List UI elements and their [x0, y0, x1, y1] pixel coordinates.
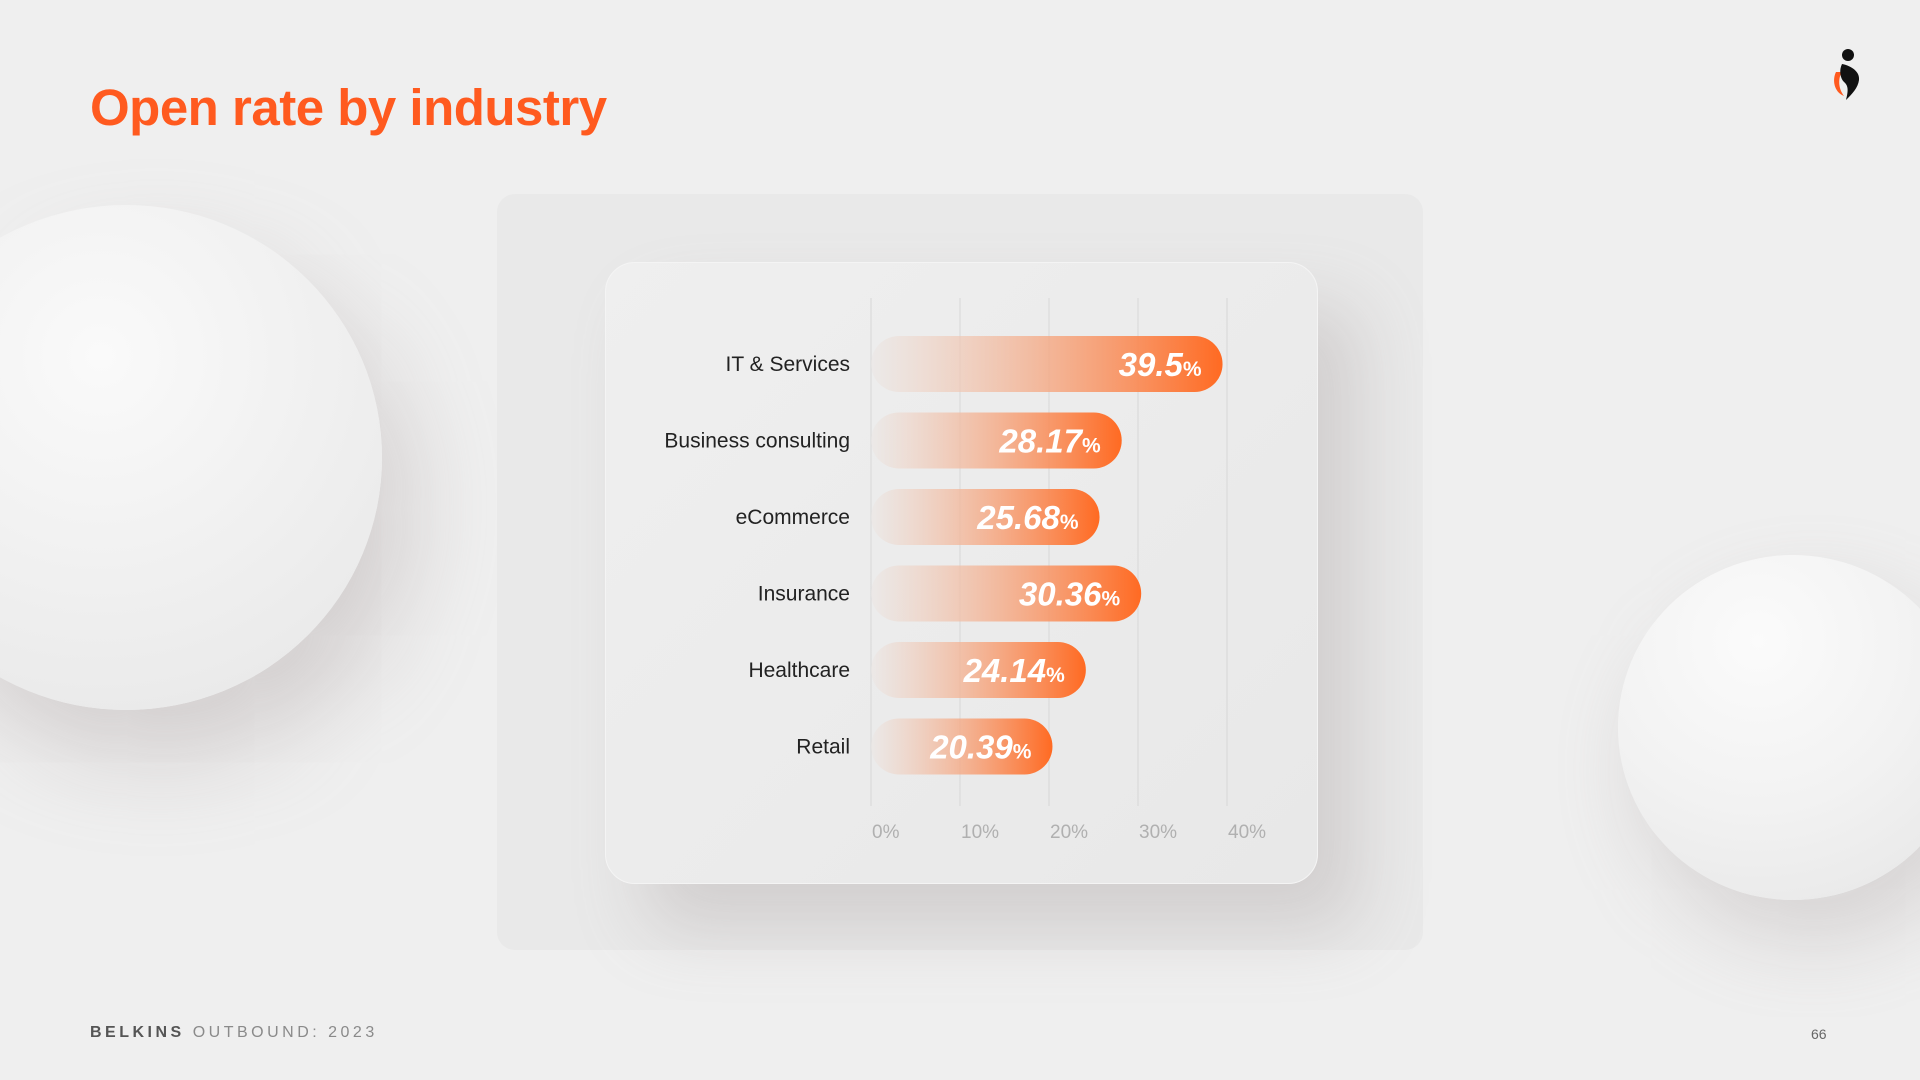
category-label: Retail [796, 736, 850, 759]
bar [871, 412, 1122, 469]
x-tick-label: 40% [1228, 822, 1266, 843]
x-tick-label: 0% [872, 822, 900, 843]
bar-group: 28.17% [871, 412, 1122, 469]
page-title: Open rate by industry [90, 79, 607, 136]
footer-brand-name: BELKINS [90, 1024, 185, 1041]
x-tick-label: 10% [961, 822, 999, 843]
bar-group: 30.36% [871, 565, 1142, 622]
bar-value-label: 24.14% [963, 652, 1066, 689]
bar-group: 39.5% [871, 336, 1223, 392]
category-label: IT & Services [726, 353, 850, 376]
category-label: Healthcare [748, 659, 850, 682]
bar [871, 336, 1223, 392]
page-number: 66 [1811, 1026, 1827, 1042]
footer-brand: BELKINS OUTBOUND: 2023 [90, 1024, 378, 1042]
belkins-logo-icon [1834, 49, 1860, 100]
decorative-sphere-right [1618, 555, 1920, 900]
bar-group: 20.39% [871, 718, 1053, 775]
bar [871, 565, 1142, 622]
bar [871, 642, 1086, 698]
bar [871, 489, 1100, 545]
bar-group: 25.68% [871, 489, 1100, 545]
bar-value-label: 39.5% [1119, 346, 1202, 383]
bar-value-label: 25.68% [976, 499, 1079, 536]
bar [871, 718, 1053, 775]
bar-group: 24.14% [871, 642, 1086, 698]
x-axis-ticks: 0% 10% 20% 30% 40% [872, 822, 1266, 843]
bar-value-label: 20.39% [929, 729, 1032, 766]
bars: 39.5% 28.17% 25.68% 30.36% 24.14% 20.39% [871, 336, 1223, 775]
category-label: eCommerce [736, 506, 850, 529]
category-label: Business consulting [664, 430, 850, 453]
category-labels: IT & Services Business consulting eCommerc… [664, 353, 850, 759]
bar-value-label: 28.17% [998, 423, 1101, 460]
footer-brand-subtitle: OUTBOUND: 2023 [192, 1024, 378, 1041]
x-tick-label: 20% [1050, 822, 1088, 843]
bar-value-label: 30.36% [1019, 576, 1121, 613]
x-tick-label: 30% [1139, 822, 1177, 843]
category-label: Insurance [758, 583, 850, 606]
